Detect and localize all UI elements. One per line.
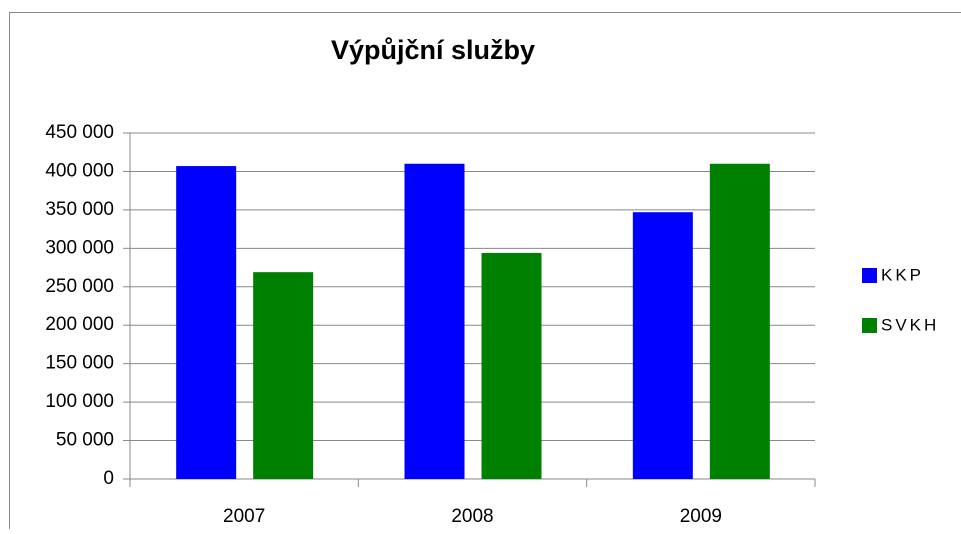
legend-swatch	[862, 268, 877, 283]
y-tick-label: 50 000	[56, 430, 114, 451]
y-tick-label: 250 000	[45, 276, 114, 297]
y-tick-label: 150 000	[45, 353, 114, 374]
bar	[253, 272, 313, 479]
y-tick-label: 400 000	[45, 160, 114, 181]
y-tick-label: 450 000	[45, 122, 114, 143]
legend-label: KKP	[881, 265, 924, 284]
bar	[405, 164, 465, 479]
legend-label: SVKH	[881, 315, 939, 334]
y-tick-label: 0	[103, 468, 114, 489]
bar	[633, 212, 693, 479]
bar	[710, 164, 770, 479]
legend-swatch	[862, 318, 877, 333]
bar	[176, 166, 236, 479]
x-tick-label: 2009	[680, 506, 722, 527]
y-tick-label: 300 000	[45, 237, 114, 258]
x-tick-label: 2008	[451, 506, 493, 527]
bar	[482, 253, 542, 479]
chart-title: Výpůjční služby	[331, 35, 535, 65]
y-tick-label: 100 000	[45, 391, 114, 412]
y-tick-label: 200 000	[45, 314, 114, 335]
y-tick-label: 350 000	[45, 199, 114, 220]
x-tick-label: 2007	[223, 506, 265, 527]
